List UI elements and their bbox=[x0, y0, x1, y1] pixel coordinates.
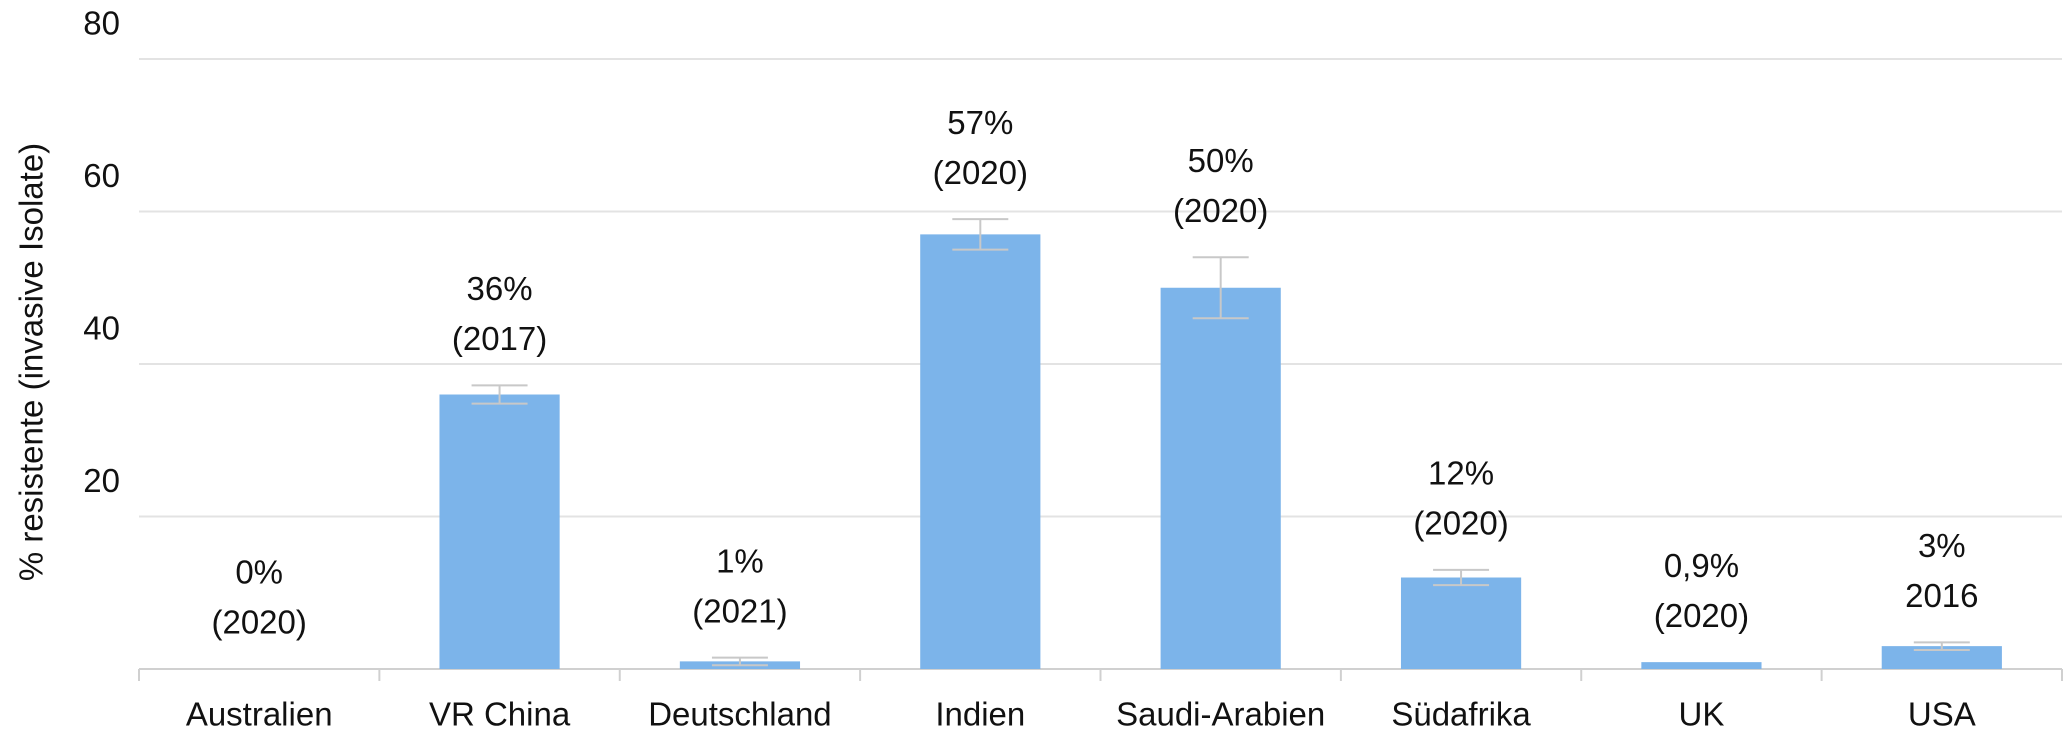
x-tick-label: Australien bbox=[186, 696, 333, 731]
year-label: (2017) bbox=[452, 320, 547, 357]
y-tick-label: 60 bbox=[83, 157, 120, 194]
x-tick-label: USA bbox=[1908, 696, 1976, 731]
year-label: (2020) bbox=[1413, 505, 1508, 542]
bar bbox=[1641, 662, 1762, 669]
year-label: (2020) bbox=[1173, 192, 1268, 229]
x-tick-label: Deutschland bbox=[648, 696, 831, 731]
year-label: (2020) bbox=[1654, 597, 1749, 634]
bar bbox=[1400, 577, 1522, 669]
value-label: 57% bbox=[947, 104, 1013, 141]
bar bbox=[1160, 287, 1281, 669]
bar bbox=[439, 394, 560, 669]
x-tick-label: Saudi-Arabien bbox=[1116, 696, 1325, 731]
x-tick-label: UK bbox=[1679, 696, 1725, 731]
year-label: (2021) bbox=[692, 592, 787, 629]
value-label: 50% bbox=[1188, 142, 1254, 179]
x-tick-label: Indien bbox=[935, 696, 1025, 731]
year-label: (2020) bbox=[211, 604, 306, 641]
y-tick-label: 20 bbox=[83, 462, 120, 499]
year-label: 2016 bbox=[1905, 577, 1978, 614]
y-axis-label: % resistente (invasive Isolate) bbox=[13, 143, 50, 581]
value-label: 36% bbox=[467, 270, 533, 307]
y-tick-label: 80 bbox=[83, 5, 120, 42]
value-label: 0,9% bbox=[1664, 547, 1739, 584]
value-label: 12% bbox=[1428, 455, 1494, 492]
value-label: 3% bbox=[1918, 527, 1966, 564]
y-tick-label: 40 bbox=[83, 310, 120, 347]
bar bbox=[1881, 646, 2002, 669]
x-tick-label: Südafrika bbox=[1391, 696, 1531, 731]
year-label: (2020) bbox=[933, 154, 1028, 191]
value-label: 0% bbox=[235, 554, 283, 591]
x-tick-label: VR China bbox=[429, 696, 571, 731]
value-label: 1% bbox=[716, 542, 764, 579]
bar bbox=[920, 234, 1041, 669]
